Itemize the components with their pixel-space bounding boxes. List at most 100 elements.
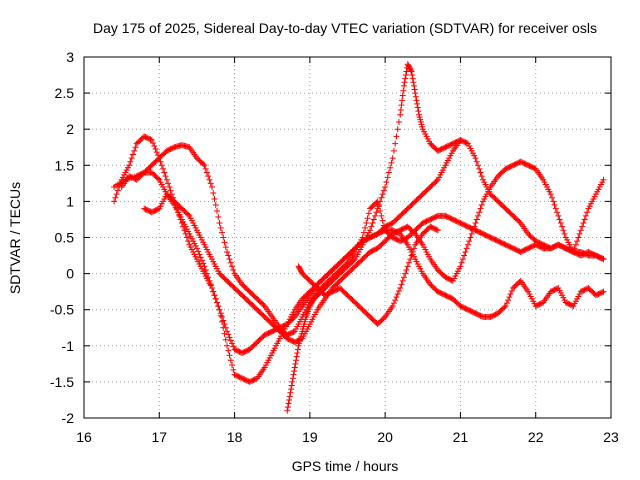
data-point	[399, 97, 406, 104]
data-point	[216, 220, 223, 227]
data-point	[202, 165, 209, 172]
data-point	[217, 312, 224, 319]
data-point	[441, 144, 448, 151]
data-point	[217, 224, 224, 231]
data-point	[286, 393, 293, 400]
data-point	[486, 233, 493, 240]
data-point	[394, 228, 401, 235]
data-point	[246, 378, 253, 385]
data-point	[594, 253, 601, 260]
data-point	[367, 248, 374, 255]
y-tick-label: 0	[66, 266, 74, 282]
data-point	[560, 244, 567, 251]
data-point	[577, 227, 584, 234]
data-point	[397, 238, 404, 245]
data-point	[468, 230, 475, 237]
data-point	[464, 241, 471, 248]
data-point	[599, 255, 606, 262]
data-point	[284, 404, 291, 411]
data-point	[227, 357, 234, 364]
data-point	[505, 242, 512, 249]
data-point	[516, 218, 523, 225]
data-point	[412, 93, 419, 100]
data-point	[385, 221, 392, 228]
data-point	[473, 216, 480, 223]
data-point	[210, 189, 217, 196]
data-point	[461, 221, 468, 228]
data-point	[432, 214, 439, 221]
data-point	[219, 229, 226, 236]
data-point	[582, 212, 589, 219]
data-point	[457, 303, 464, 310]
data-point	[478, 202, 485, 209]
data-point	[294, 346, 301, 353]
data-point	[384, 174, 391, 181]
data-point	[393, 133, 400, 140]
data-point	[165, 147, 172, 154]
data-point	[567, 247, 574, 254]
data-point	[520, 159, 527, 166]
data-point	[166, 146, 173, 153]
data-point	[127, 158, 134, 165]
data-point	[241, 376, 248, 383]
data-point	[196, 251, 203, 258]
data-point	[269, 328, 276, 335]
data-point	[422, 218, 429, 225]
data-point	[294, 350, 301, 357]
series-track-f	[295, 223, 441, 328]
x-tick-label: 17	[151, 429, 167, 445]
data-point	[237, 374, 244, 381]
data-point	[565, 246, 572, 253]
data-point	[143, 134, 150, 141]
data-point	[521, 247, 528, 254]
data-point	[432, 226, 439, 233]
data-point	[506, 164, 513, 171]
data-point	[433, 226, 440, 233]
data-point	[227, 259, 234, 266]
data-point	[554, 209, 561, 216]
data-point	[368, 223, 375, 230]
data-point	[290, 315, 297, 322]
data-point	[528, 243, 535, 250]
data-point	[183, 234, 190, 241]
data-point	[559, 223, 566, 230]
data-point	[201, 162, 208, 169]
data-point	[129, 151, 136, 158]
data-point	[399, 236, 406, 243]
data-point	[559, 243, 566, 250]
data-point	[533, 302, 540, 309]
y-tick-label: -2	[62, 410, 75, 426]
data-point	[492, 236, 499, 243]
data-point	[501, 241, 508, 248]
data-point	[394, 236, 401, 243]
data-point	[287, 389, 294, 396]
data-point	[446, 214, 453, 221]
data-point	[532, 303, 539, 310]
data-point	[397, 111, 404, 118]
data-point	[447, 215, 454, 222]
data-point	[476, 312, 483, 319]
data-point	[400, 274, 407, 281]
data-point	[443, 274, 450, 281]
data-point	[516, 279, 523, 286]
data-point	[439, 145, 446, 152]
data-point	[403, 224, 410, 231]
y-axis-title: SDTVAR / TECUs	[7, 182, 23, 294]
data-point	[481, 231, 488, 238]
data-point	[513, 247, 520, 254]
data-point	[398, 226, 405, 233]
data-point	[148, 209, 155, 216]
data-point	[511, 245, 518, 252]
x-tick-label: 16	[76, 429, 92, 445]
data-point	[521, 160, 528, 167]
data-point	[434, 147, 441, 154]
data-point	[226, 334, 233, 341]
y-tick-label: -0.5	[50, 302, 74, 318]
data-point	[235, 373, 242, 380]
data-point	[478, 230, 485, 237]
data-point	[224, 248, 231, 255]
data-point	[394, 126, 401, 133]
data-point	[462, 248, 469, 255]
data-point	[222, 336, 229, 343]
data-point	[452, 139, 459, 146]
